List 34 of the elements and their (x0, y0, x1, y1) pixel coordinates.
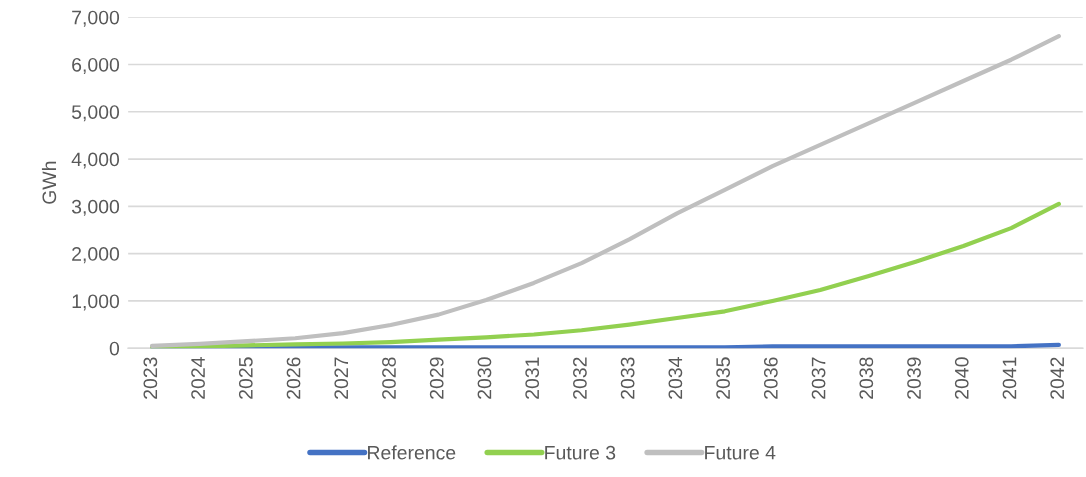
y-tick-label: 6,000 (72, 57, 120, 74)
x-tick-label: 2030 (477, 357, 492, 399)
line-series (149, 34, 1061, 348)
x-tick-label: 2034 (668, 357, 683, 399)
x-tick-label: 2031 (525, 357, 540, 399)
legend-label: Future 3 (545, 445, 616, 460)
x-tick-label: 2025 (238, 357, 253, 399)
y-tick-label: 0 (109, 341, 120, 356)
x-tick-label: 2024 (191, 357, 205, 399)
x-tick-label: 2035 (716, 357, 730, 399)
x-tick-label: 2023 (143, 357, 158, 399)
line-series (149, 201, 1061, 349)
x-tick-label: 2037 (811, 357, 826, 399)
x-tick-label: 2041 (1002, 357, 1017, 399)
x-tick-label: 2026 (286, 357, 301, 399)
y-tick-label: 2,000 (72, 247, 120, 264)
x-tick-label: 2036 (763, 357, 778, 399)
y-tick-label: 1,000 (72, 294, 120, 311)
x-tick-label: 2042 (1050, 357, 1065, 399)
x-tick-label: 2027 (334, 357, 349, 399)
y-tick-label: 5,000 (71, 105, 120, 122)
x-tick-label: 2033 (620, 357, 635, 399)
x-tick-label: 2029 (429, 357, 444, 399)
x-tick-label: 2040 (954, 357, 969, 399)
x-tick-label: 2039 (907, 357, 921, 399)
y-axis-title: GWh (41, 161, 57, 204)
y-tick-label: 4,000 (71, 152, 120, 169)
x-tick-label: 2028 (382, 357, 396, 399)
legend-label: Reference (368, 445, 456, 460)
legend-label: Future 4 (705, 445, 776, 460)
y-tick-label: 3,000 (71, 199, 120, 216)
y-tick-label: 7,000 (72, 10, 120, 27)
x-tick-label: 2032 (573, 357, 587, 399)
x-tick-label: 2038 (859, 357, 874, 399)
